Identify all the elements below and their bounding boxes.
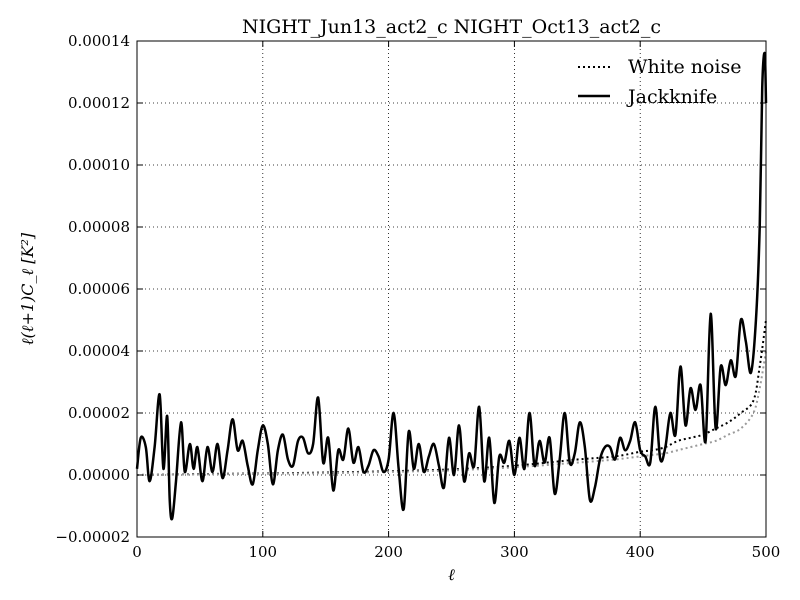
axis-ticks: 0 100 200 300 400 500 −0.00002 0.00000 0.00002 0.…	[55, 32, 780, 561]
x-tick-label: 300	[500, 543, 529, 561]
y-tick-label: −0.00002	[55, 528, 130, 546]
y-tick-label: 0.00008	[68, 218, 130, 236]
series-line-white-noise	[136, 319, 767, 476]
y-tick-label: 0.00002	[68, 404, 130, 422]
x-tick-label: 0	[132, 543, 142, 561]
series-line-white-noise-variant	[136, 350, 767, 476]
series-line-jackknife	[135, 51, 768, 521]
x-tick-label: 400	[626, 543, 655, 561]
y-tick-label: 0.00006	[68, 280, 130, 298]
y-tick-label: 0.00010	[68, 156, 130, 174]
series-lines	[135, 51, 768, 521]
y-tick-label: 0.00014	[68, 32, 130, 50]
chart-title: NIGHT_Jun13_act2_c NIGHT_Oct13_act2_c	[242, 16, 661, 38]
x-tick-label: 200	[374, 543, 403, 561]
legend: White noise Jackknife	[578, 56, 742, 108]
x-tick-label: 100	[248, 543, 277, 561]
grid-lines	[137, 41, 766, 537]
legend-label-white-noise: White noise	[628, 56, 742, 78]
y-tick-label: 0.00004	[68, 342, 130, 360]
y-tick-label: 0.00012	[68, 94, 130, 112]
x-tick-label: 500	[752, 543, 781, 561]
x-axis-label: ℓ	[448, 565, 455, 584]
y-axis-label: ℓ(ℓ+1)C_ℓ [K²]	[18, 232, 37, 345]
legend-label-jackknife: Jackknife	[626, 86, 717, 108]
y-tick-label: 0.00000	[68, 466, 130, 484]
